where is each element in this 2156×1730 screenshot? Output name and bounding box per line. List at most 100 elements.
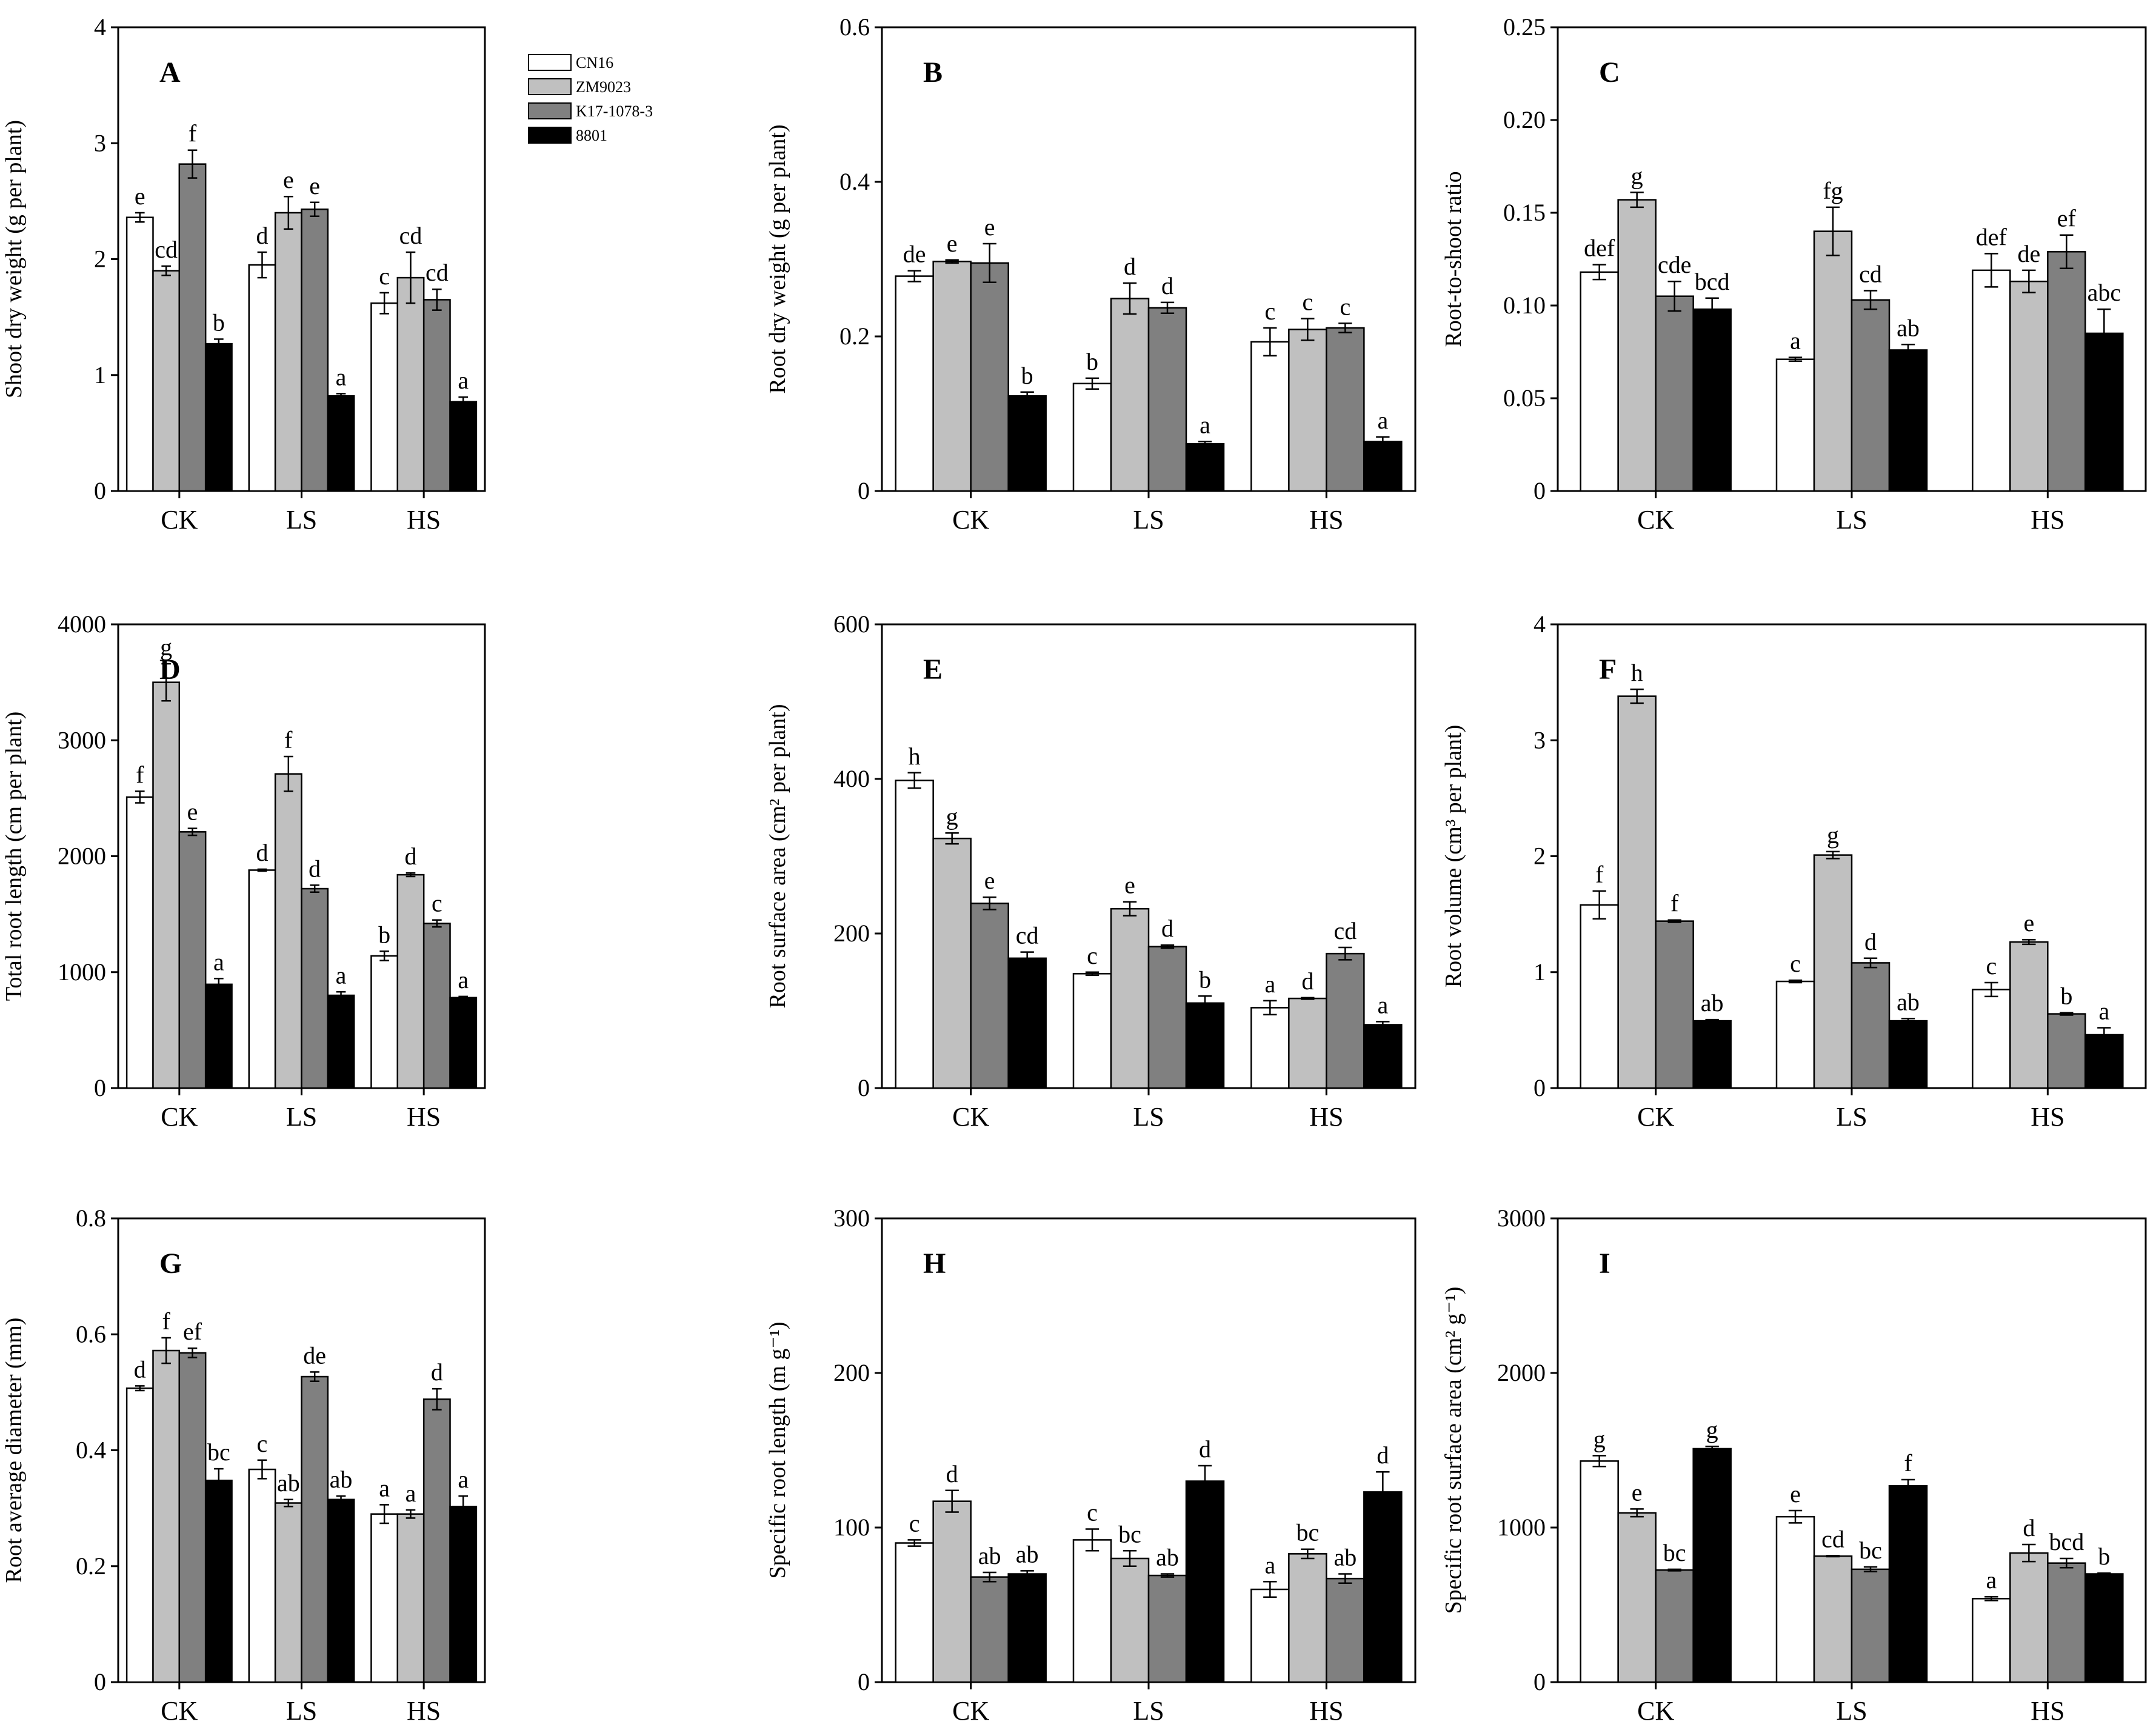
error-bar [257, 868, 267, 872]
error-bar [2097, 1572, 2111, 1576]
significance-letter: b [1021, 362, 1033, 389]
bar-zm9023-hs [1288, 997, 1327, 1089]
bar-zm9023-ls [274, 773, 302, 1089]
significance-letter: de [903, 241, 926, 268]
error-bar [135, 790, 145, 804]
bar-zm9023-hs [1288, 329, 1327, 492]
y-tick-label: 3000 [1497, 1204, 1546, 1232]
error-bar [1020, 1570, 1034, 1578]
significance-letter: a [2098, 998, 2109, 1025]
error-bar [983, 242, 996, 283]
significance-letter: f [1595, 861, 1604, 888]
bar-cn16-ck [125, 216, 154, 492]
error-bar [1788, 1509, 1803, 1524]
significance-letter: g [1827, 821, 1839, 849]
legend-label: CN16 [576, 54, 613, 72]
error-bar [1826, 206, 1840, 256]
error-bar [1085, 1528, 1100, 1552]
significance-letter: a [1790, 327, 1801, 355]
y-tick-label: 2 [1534, 843, 1546, 870]
bar-zm9023-ls [274, 212, 302, 492]
error-bar [284, 1498, 293, 1508]
significance-letter: a [336, 363, 347, 390]
significance-letter: a [1377, 407, 1388, 434]
bar-zm9023-ls [1813, 230, 1853, 492]
error-bar [214, 1468, 224, 1493]
error-bar [1160, 301, 1175, 314]
group-label: HS [407, 1102, 441, 1132]
significance-letter: def [1584, 235, 1615, 262]
group-label: LS [1836, 1696, 1867, 1726]
group-label: CK [952, 1696, 989, 1726]
error-bar [187, 1347, 198, 1358]
significance-letter: ab [1897, 988, 1920, 1015]
error-bar [214, 978, 224, 991]
bar-k17-1078-3-ls [1147, 1574, 1187, 1683]
significance-letter: c [379, 262, 390, 290]
significance-letter: bc [1296, 1519, 1319, 1546]
bar-k17-1078-3-ck [178, 163, 207, 492]
y-tick-label: 0 [858, 477, 870, 504]
error-bar [336, 1495, 346, 1504]
significance-letter: d [309, 855, 321, 882]
y-tick-label: 0 [858, 1074, 870, 1101]
error-bar [983, 896, 996, 910]
group-label: LS [286, 505, 317, 535]
y-tick-label: 200 [833, 920, 870, 947]
y-tick-label: 4 [1534, 610, 1546, 638]
bar-zm9023-hs [396, 1513, 425, 1683]
bar-zm9023-hs [2009, 941, 2049, 1089]
bar-zm9023-hs [2009, 1552, 2049, 1683]
y-axis-label: Shoot dry weight (g per plant) [1, 120, 27, 398]
bar-cn16-ck [895, 780, 934, 1089]
bar-k17-1078-3-hs [1326, 1577, 1365, 1683]
y-tick-label: 400 [833, 765, 870, 792]
y-tick-label: 0 [858, 1668, 870, 1695]
panel-letter: H [923, 1247, 946, 1280]
y-tick-label: 0 [94, 477, 106, 504]
panel-letter: A [159, 56, 181, 89]
chart-panel-h: 0 100 200 300 Specific root length (m g⁻¹) H C… [765, 1204, 1417, 1726]
bar-zm9023-ls [1813, 1555, 1853, 1683]
y-tick-label: 0.20 [1503, 106, 1546, 133]
y-axis-label: Specific root surface area (cm² g⁻¹) [1441, 1287, 1466, 1614]
bar-8801-ls [1185, 1480, 1225, 1683]
bar-8801-ls [327, 1498, 355, 1683]
significance-letter: g [160, 633, 172, 661]
significance-letter: c [257, 1430, 268, 1457]
bar-k17-1078-3-ck [1655, 295, 1694, 492]
significance-letter: b [378, 921, 390, 948]
error-bar [1160, 1573, 1175, 1578]
group-label: LS [286, 1696, 317, 1726]
bar-k17-1078-3-ck [1655, 920, 1694, 1089]
significance-letter: f [162, 1308, 170, 1335]
bar-k17-1078-3-hs [422, 1398, 451, 1683]
significance-letter: cd [1016, 922, 1039, 949]
significance-letter: def [1976, 223, 2007, 250]
error-bar [1301, 997, 1315, 1000]
significance-letter: c [1340, 293, 1350, 320]
error-bar [2022, 938, 2036, 946]
bar-8801-ck [1007, 395, 1047, 492]
y-tick-label: 300 [833, 1204, 870, 1232]
y-tick-label: 0.05 [1503, 384, 1546, 412]
bar-zm9023-ck [1617, 199, 1657, 492]
y-tick-label: 200 [833, 1359, 870, 1386]
y-tick-label: 0 [1534, 477, 1546, 504]
significance-letter: d [431, 1358, 443, 1386]
error-bar [336, 393, 346, 399]
significance-letter: cd [1333, 917, 1357, 944]
group-label: CK [952, 1102, 989, 1132]
bar-cn16-hs [1250, 1007, 1290, 1089]
significance-letter: ab [978, 1542, 1001, 1569]
error-bar [1263, 327, 1277, 357]
bar-8801-ck [1692, 1448, 1732, 1683]
significance-letter: ef [2057, 205, 2077, 232]
error-bar [1376, 1471, 1390, 1513]
significance-letter: e [947, 230, 958, 257]
panel-letter: D [159, 653, 181, 686]
group-label: CK [161, 1102, 198, 1132]
y-tick-label: 2 [94, 245, 106, 273]
bar-zm9023-ck [152, 681, 181, 1089]
